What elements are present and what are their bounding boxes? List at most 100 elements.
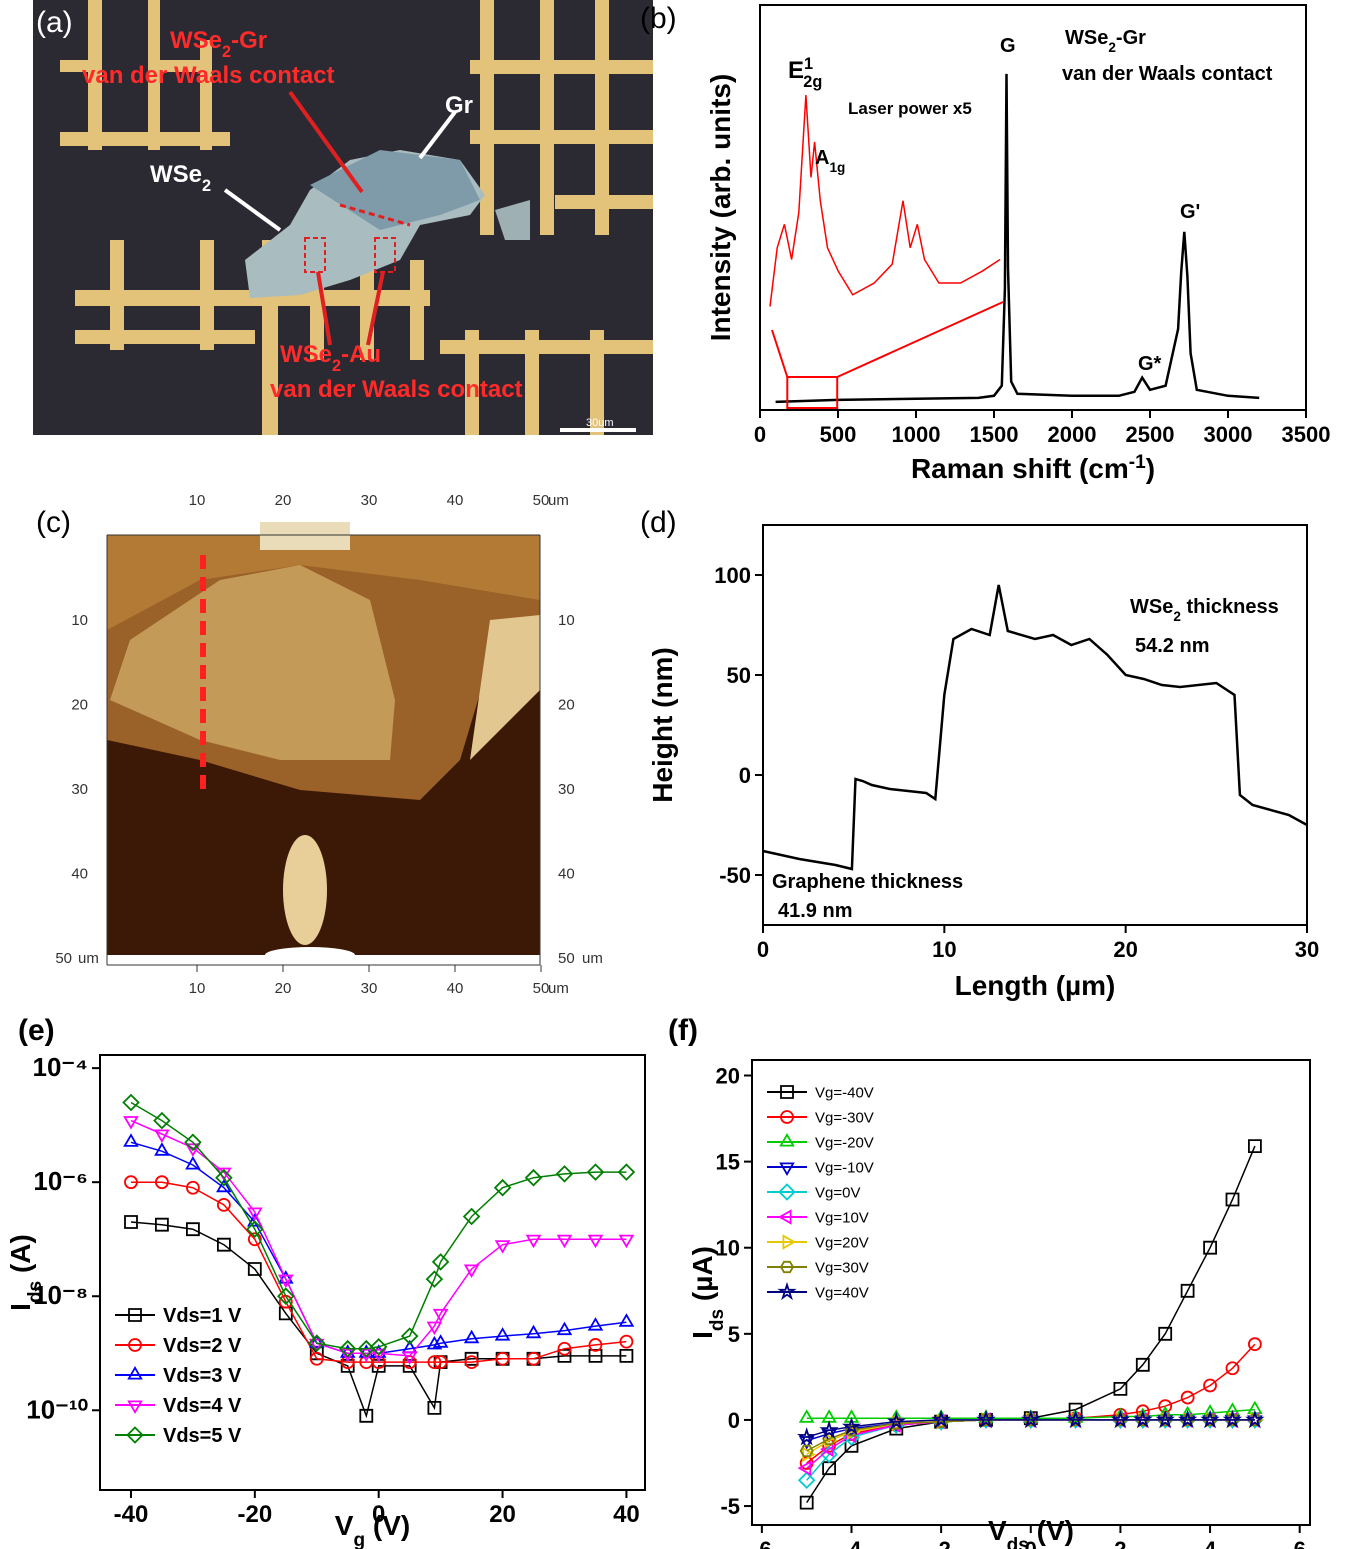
image-tick-label: 50: [558, 950, 575, 967]
panel-label: (e): [18, 1014, 55, 1047]
image-tick-label: 40: [71, 866, 88, 883]
marker: [1225, 1192, 1240, 1207]
x-tick-label: 40: [613, 1501, 640, 1528]
text-part: ds: [25, 1281, 46, 1303]
image-tick-label: 40: [447, 980, 464, 997]
image-tick-label: 10: [558, 612, 575, 629]
image-label: 30um: [586, 417, 614, 429]
marker: [153, 1111, 171, 1130]
marker: [277, 1287, 295, 1305]
y-tick-label: 10: [716, 1236, 740, 1261]
annotation: 41.9 nm: [778, 900, 852, 922]
text-part: thickness: [1181, 596, 1279, 618]
image-tick-label: 50: [55, 950, 72, 967]
x-tick-label: 1500: [970, 422, 1019, 447]
text-part: I: [687, 1331, 718, 1339]
x-tick-label: 10: [932, 937, 956, 962]
x-tick-label: 30: [1295, 937, 1319, 962]
text-part: 2: [202, 177, 211, 195]
legend-marker: [780, 1085, 794, 1099]
text-part: (µA): [687, 1246, 718, 1309]
annotation: G': [1180, 201, 1200, 223]
arrows: [223, 90, 457, 346]
legend-label: Vds=4 V: [163, 1395, 242, 1417]
x-tick-label: -40: [114, 1501, 149, 1528]
marker: [1155, 1409, 1175, 1429]
marker: [587, 1317, 604, 1331]
image-tick-label: 30: [71, 781, 88, 798]
panel-label: (d): [640, 506, 677, 539]
y-tick-label: 0: [728, 1408, 740, 1433]
marker: [1110, 1409, 1131, 1429]
marker: [819, 1420, 839, 1439]
x-tick-label: -20: [237, 1501, 272, 1528]
marker: [1065, 1409, 1086, 1429]
marker: [431, 1253, 450, 1271]
y-tick-label: 20: [716, 1064, 740, 1089]
image-tick-label: 40: [447, 492, 464, 509]
zoom-box: [786, 376, 839, 409]
marker: [340, 1359, 355, 1373]
legend-marker: [779, 1260, 795, 1274]
legend-label: Vg=20V: [815, 1234, 869, 1251]
text-part: I: [5, 1303, 36, 1311]
marker: [308, 1334, 326, 1352]
image-tick-label: 20: [71, 697, 88, 714]
panel-label: (b): [640, 2, 677, 35]
marker: [1177, 1409, 1198, 1429]
marker: [309, 1351, 324, 1366]
marker: [427, 1401, 442, 1415]
annotation: WSe2-Gr: [1065, 27, 1146, 55]
marker: [425, 1270, 444, 1288]
marker: [308, 1334, 325, 1348]
x-tick-label: 6: [1294, 1537, 1306, 1549]
x-tick-label: 2000: [1048, 422, 1097, 447]
legend-label: Vg=40V: [815, 1284, 869, 1301]
x-tick-label: -2: [931, 1537, 951, 1549]
marker: [154, 1129, 170, 1143]
y-tick-label: 15: [716, 1150, 740, 1175]
marker: [797, 1471, 816, 1489]
marker: [1158, 1326, 1173, 1341]
y-tick-label: 10⁻¹⁰: [26, 1394, 88, 1424]
inset-line: [769, 94, 1001, 307]
x-tick-label: 2500: [1126, 422, 1175, 447]
panel-label: (c): [36, 506, 71, 539]
marker: [524, 1168, 543, 1187]
image-tick-label: 10: [189, 980, 206, 997]
marker: [796, 1427, 817, 1446]
legend-label: Vg=10V: [815, 1209, 869, 1226]
text-part: WSe: [1065, 27, 1108, 49]
marker: [186, 1222, 200, 1237]
annotation: Graphene thickness: [772, 871, 963, 893]
image-label: WSe2-Gr: [170, 27, 267, 61]
image-unit: um: [78, 950, 99, 967]
legend-label: Vds=3 V: [163, 1365, 242, 1387]
text-part: (V): [365, 1510, 410, 1541]
marker: [463, 1329, 480, 1344]
image-tick-label: 30: [361, 980, 378, 997]
legend-marker: [128, 1308, 142, 1322]
y-tick-label: 10⁻⁸: [33, 1280, 88, 1310]
marker: [122, 1093, 140, 1112]
marker: [1225, 1361, 1240, 1376]
marker: [494, 1327, 511, 1341]
x-tick-label: 4: [1204, 1537, 1217, 1549]
legend-marker: [778, 1183, 796, 1201]
marker: [1021, 1409, 1041, 1429]
marker: [216, 1178, 232, 1193]
image-tick-label: 20: [275, 980, 292, 997]
legend-label: Vds=2 V: [163, 1335, 242, 1357]
marker: [1135, 1404, 1150, 1419]
image-label: Gr: [445, 92, 473, 119]
x-axis-label: Vds (V): [988, 1515, 1074, 1549]
text-part: ds: [707, 1309, 728, 1331]
image-unit: um: [548, 492, 569, 509]
marker: [557, 1349, 572, 1363]
x-tick-label: 0: [1025, 1537, 1037, 1549]
text-part: V: [988, 1515, 1007, 1546]
contact-line: [339, 203, 411, 227]
marker: [588, 1338, 603, 1352]
y-tick-label: 100: [714, 563, 751, 588]
marker: [123, 1116, 139, 1130]
